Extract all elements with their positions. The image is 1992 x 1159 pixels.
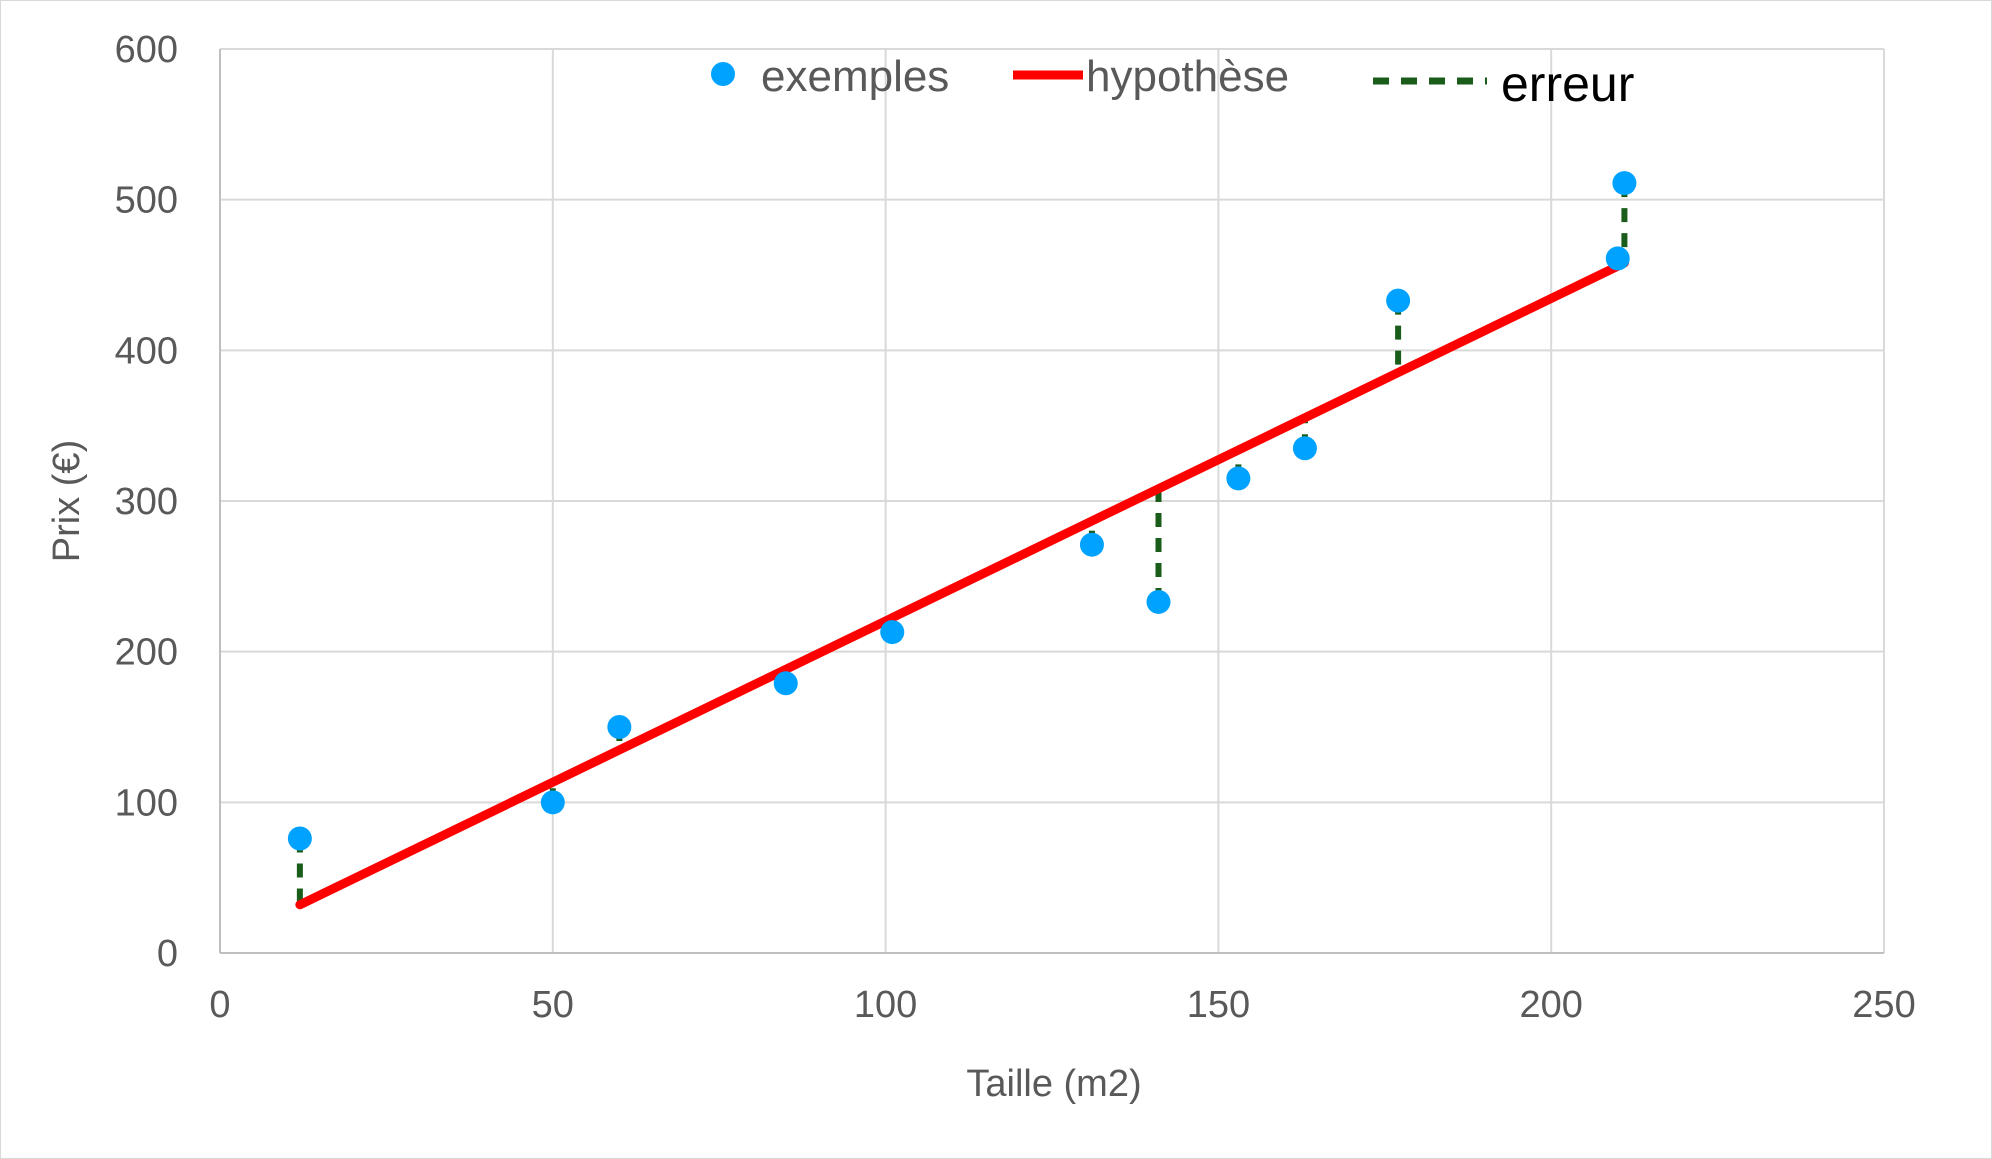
y-tick-label: 600 — [115, 29, 178, 71]
y-tick-label: 400 — [115, 330, 178, 372]
y-axis-ticks: 0 100 200 300 400 500 600 — [115, 29, 178, 975]
x-tick-label: 100 — [854, 984, 917, 1026]
axes — [219, 49, 1884, 954]
y-tick-label: 0 — [157, 933, 178, 975]
data-point — [1146, 589, 1171, 614]
x-axis-ticks: 0 50 100 150 200 250 — [209, 984, 1915, 1026]
legend: exemples hypothèse erreur — [711, 52, 1634, 112]
legend-line-label: hypothèse — [1086, 52, 1289, 101]
x-tick-label: 150 — [1187, 984, 1250, 1026]
x-tick-label: 250 — [1852, 984, 1915, 1026]
legend-points-label: exemples — [761, 52, 949, 101]
x-tick-label: 50 — [532, 984, 574, 1026]
y-tick-label: 500 — [115, 180, 178, 222]
hypothesis-line — [295, 258, 1629, 910]
data-point — [1226, 466, 1251, 491]
data-point — [1079, 532, 1104, 557]
data-point — [1292, 436, 1317, 461]
data-point — [540, 790, 565, 815]
data-point — [287, 826, 312, 851]
legend-error-label: erreur — [1501, 56, 1634, 112]
data-point — [1386, 288, 1411, 313]
data-point — [607, 715, 632, 739]
x-tick-label: 200 — [1519, 984, 1582, 1026]
error-lines — [296, 183, 1628, 905]
y-axis-title: Prix (€) — [46, 440, 88, 562]
data-point — [773, 671, 798, 696]
x-axis-title: Taille (m2) — [966, 1063, 1141, 1105]
legend-points-marker — [711, 62, 735, 86]
y-tick-label: 200 — [115, 632, 178, 674]
example-points — [287, 171, 1637, 851]
grid — [220, 48, 1885, 953]
data-point — [1612, 171, 1637, 196]
x-tick-label: 0 — [209, 984, 230, 1026]
y-tick-label: 100 — [115, 782, 178, 824]
data-point — [1605, 246, 1630, 271]
y-tick-label: 300 — [115, 481, 178, 523]
hypothesis-line-group — [295, 258, 1629, 910]
data-point — [880, 620, 905, 645]
